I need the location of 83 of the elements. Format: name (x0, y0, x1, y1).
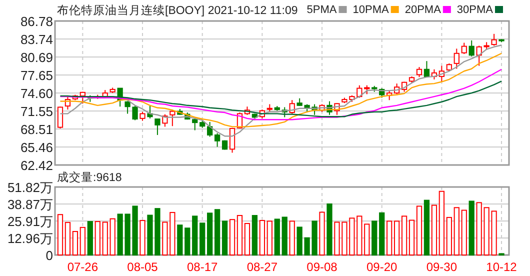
y-tick-label: 74.60 (20, 86, 53, 101)
candlestick (207, 121, 213, 138)
bar (289, 220, 295, 256)
bar (408, 220, 415, 256)
legend-label: 10PMA (352, 4, 390, 16)
candlestick (461, 42, 467, 54)
bar (207, 212, 213, 256)
candlestick (424, 60, 430, 78)
y-tick-label: 77.65 (20, 68, 53, 83)
bar (184, 228, 190, 256)
bar (401, 216, 408, 256)
bar (379, 212, 385, 256)
y-tick-label: 51.82万 (7, 180, 53, 195)
bar (229, 219, 236, 256)
bar (274, 218, 280, 256)
y-tick-label: 25.91万 (7, 214, 53, 229)
x-tick-label: 08-27 (246, 260, 278, 274)
bar (372, 220, 378, 256)
candlestick (154, 118, 160, 136)
bar (319, 212, 325, 256)
bar (282, 216, 288, 256)
x-tick-label: 07-26 (67, 260, 98, 274)
candlestick (468, 40, 474, 57)
bar (461, 210, 467, 256)
candlestick (170, 109, 176, 127)
y-tick-label: 65.46 (20, 140, 53, 156)
bar (386, 220, 392, 256)
bar (266, 220, 272, 256)
bar (87, 221, 93, 256)
bar (424, 200, 430, 256)
candlestick (416, 66, 422, 78)
x-tick-label: 09-20 (366, 260, 398, 274)
bar (244, 223, 250, 256)
bar (214, 209, 220, 256)
chart-title: 布伦特原油当月连续[BOOY] 2021-10-12 11:09 (57, 4, 298, 17)
bar (364, 224, 370, 256)
y-tick-label: 83.74 (20, 32, 53, 47)
y-tick-label: 0 (46, 248, 53, 263)
bar (72, 231, 78, 256)
bar (259, 220, 265, 256)
y-tick-label: 38.87万 (7, 196, 53, 212)
legend-label: 30PMA (456, 4, 494, 16)
x-tick-label: 10-12 (486, 260, 518, 274)
line-series (60, 80, 502, 118)
bar (102, 222, 108, 256)
bar (64, 222, 71, 256)
legend-label: 5PMA (306, 4, 338, 16)
y-tick-label: 86.78 (20, 14, 53, 29)
bar (200, 222, 206, 256)
x-tick-label: 09-30 (426, 260, 458, 274)
candlestick (57, 106, 64, 129)
x-tick-label: 09-08 (306, 260, 338, 274)
chart-title: 成交量:9618 (57, 170, 122, 184)
bar (236, 215, 243, 256)
bar (468, 200, 474, 256)
y-tick-label: 68.51 (20, 122, 53, 137)
y-tick-label: 62.42 (20, 158, 53, 173)
bar (94, 221, 100, 256)
legend-label: 20PMA (404, 4, 442, 16)
bar (394, 220, 400, 256)
candlestick (491, 33, 497, 46)
bar (438, 190, 445, 256)
x-tick-label: 08-17 (186, 260, 218, 274)
bar (80, 226, 86, 256)
x-tick-label: 08-05 (127, 260, 158, 274)
bar (431, 204, 438, 256)
candlestick (214, 132, 220, 148)
line-series (60, 68, 502, 120)
candlestick (454, 48, 460, 70)
bar (446, 216, 452, 256)
bar (57, 214, 64, 256)
y-tick-label: 80.69 (20, 50, 53, 65)
y-tick-label: 12.96万 (7, 230, 53, 246)
bar (416, 206, 422, 256)
bar (177, 224, 183, 256)
bar (222, 220, 228, 256)
bar (140, 220, 146, 256)
y-tick-label: 71.55 (20, 104, 53, 120)
bar (326, 203, 332, 256)
bar (110, 218, 116, 256)
bar (454, 207, 460, 256)
bar (192, 216, 198, 256)
bar (252, 215, 258, 256)
